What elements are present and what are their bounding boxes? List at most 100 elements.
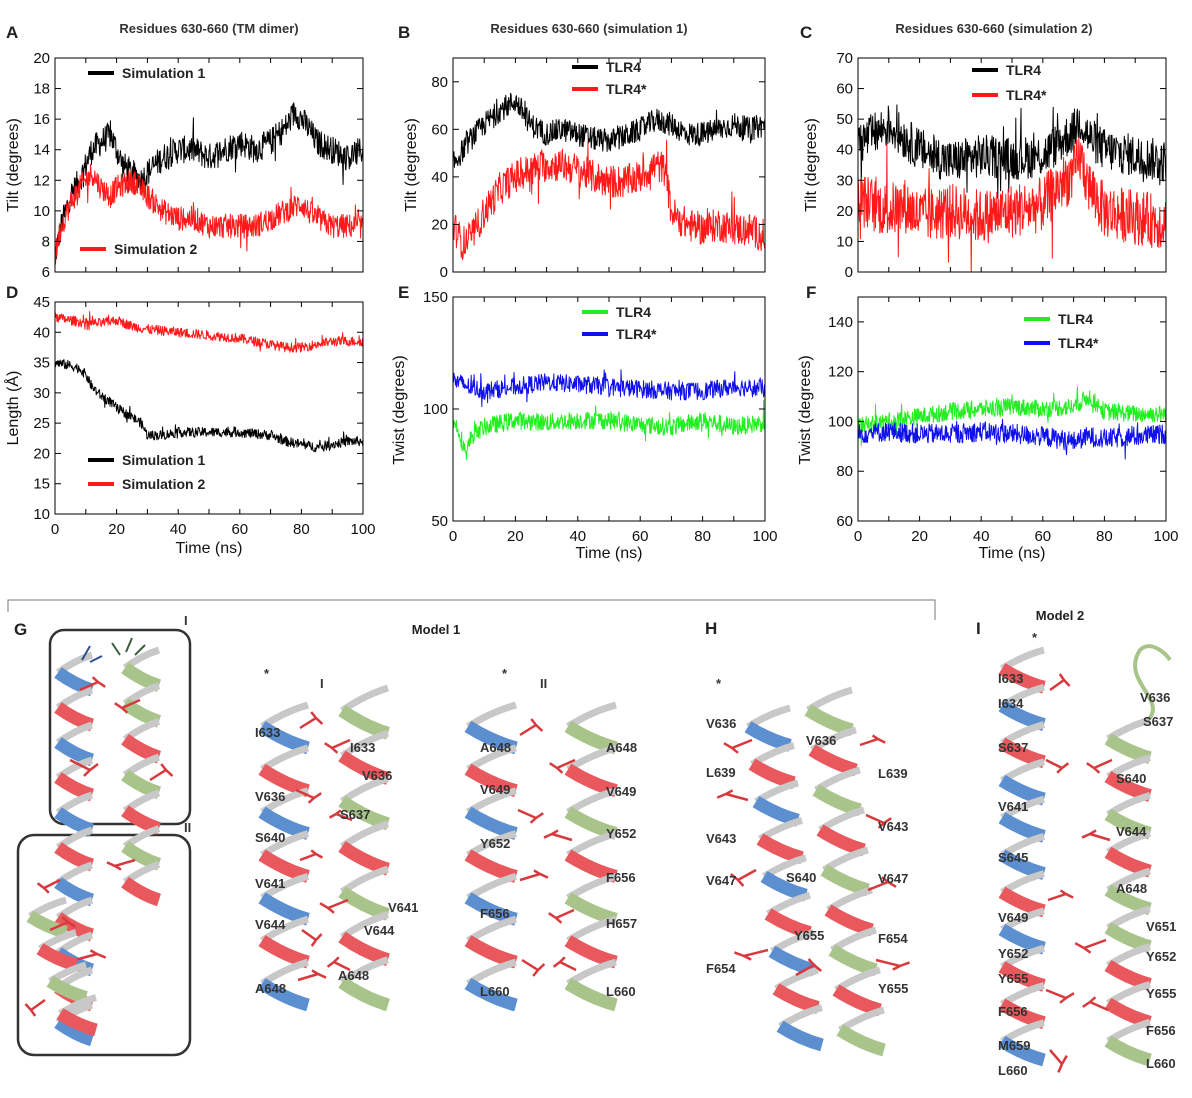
helix-front-ribbon — [56, 1008, 98, 1037]
helix-front-ribbon — [338, 705, 390, 740]
x-axis-label: Time (ns) — [576, 545, 643, 562]
x-tick-label: 40 — [170, 521, 187, 538]
series-line-tlr4- — [858, 137, 1166, 272]
helix-front-ribbon — [564, 935, 618, 969]
helix-ribbon — [998, 644, 1172, 1073]
legend-label: TLR4 — [1006, 62, 1041, 78]
star-marker: * — [264, 666, 270, 681]
side-chain — [1074, 938, 1107, 954]
side-chain — [543, 829, 573, 842]
residue-label: F656 — [1146, 1023, 1176, 1038]
series-line-tlr4 — [453, 92, 765, 168]
residue-label: V636 — [706, 716, 736, 731]
model1: Model 1 * I I633V636S640V641V644A648I633… — [255, 622, 637, 1012]
residue-label: F656 — [480, 906, 510, 921]
side-chain — [74, 949, 107, 962]
series-line-tlr4- — [453, 139, 765, 261]
residue-label: V649 — [606, 784, 636, 799]
helix-back-strand — [340, 820, 390, 850]
plot-area: 0 10 20 30 40 50 60 70 TLR4 TLR4* — [836, 50, 1167, 281]
residue-label: V643 — [706, 831, 736, 846]
residue-label: V636 — [806, 733, 836, 748]
model2-title: Model 2 — [1036, 608, 1084, 623]
side-chain — [1047, 889, 1074, 902]
y-tick-label: 60 — [836, 513, 853, 530]
residue-label: V644 — [364, 923, 395, 938]
helix-ribbon — [716, 686, 911, 1057]
side-chain — [326, 956, 351, 972]
side-chain — [114, 698, 141, 714]
helix-front-ribbon — [121, 662, 162, 692]
panel-label: G — [14, 620, 27, 639]
helix-front-ribbon — [748, 758, 796, 790]
legend-label: TLR4* — [606, 81, 647, 97]
plot-frame — [54, 57, 364, 273]
y-tick-label: 30 — [836, 172, 853, 189]
y-tick-label: 25 — [33, 415, 50, 432]
panel-label: C — [800, 23, 812, 42]
y-tick-label: 50 — [431, 513, 448, 530]
x-tick-label: 60 — [632, 528, 649, 545]
helix-front-ribbon — [36, 943, 78, 972]
y-tick-label: 100 — [828, 413, 853, 430]
side-chain — [1045, 988, 1075, 1004]
legend-label: Simulation 1 — [122, 452, 205, 468]
box-label-I: I — [184, 613, 188, 628]
side-chain — [328, 809, 353, 822]
helix-front-ribbon — [464, 935, 518, 969]
region-label: I — [320, 676, 324, 691]
x-tick-label: 100 — [1153, 528, 1178, 545]
residue-label: A648 — [1116, 881, 1147, 896]
side-chain — [521, 958, 546, 977]
helix-front-ribbon — [756, 833, 804, 865]
panel-D: D Length (Å) Time (ns) 10 15 20 25 30 35 40 45 0… — [3, 283, 376, 557]
series-line-simulation-1 — [55, 359, 363, 453]
helix-front-ribbon — [564, 978, 618, 1012]
y-axis-label: Length (Å) — [3, 371, 22, 446]
x-tick-label: 0 — [51, 521, 59, 538]
helix-front-ribbon — [54, 737, 95, 767]
helix-front-ribbon — [54, 772, 95, 802]
plot-area: 10 15 20 25 30 35 40 45 0 20 40 60 80 100 Simulation 1… — [33, 294, 375, 538]
panel-A: A Residues 630-660 (TM dimer) Tilt (degr… — [5, 21, 364, 281]
side-chain — [111, 637, 146, 656]
y-tick-label: 18 — [33, 81, 50, 98]
chart-title: Residues 630-660 (simulation 1) — [490, 21, 687, 36]
side-chain — [548, 908, 575, 924]
helix-front-ribbon — [1104, 960, 1152, 991]
residue-label: V649 — [480, 782, 510, 797]
residue-label: A648 — [338, 968, 369, 983]
side-chain — [149, 763, 174, 782]
residue-label: S640 — [255, 830, 285, 845]
legend-label: TLR4* — [616, 326, 657, 342]
y-tick-label: 0 — [845, 264, 853, 281]
helix-ribbon — [464, 701, 618, 1012]
residue-label: S637 — [340, 807, 370, 822]
x-tick-label: 80 — [694, 528, 711, 545]
residue-label: V647 — [706, 873, 736, 888]
residue-label: V644 — [1116, 824, 1147, 839]
residue-labels: I633 I634 S637 V641 S645 V649 Y652 Y655 F656 M659… — [998, 671, 1176, 1078]
side-chain — [319, 898, 349, 914]
panel-label: E — [398, 283, 409, 302]
helix-front-ribbon — [54, 807, 95, 837]
series-line-simulation-1 — [55, 102, 363, 260]
helix-front-ribbon — [744, 721, 792, 752]
side-chain — [729, 868, 757, 887]
residue-labels: I633 V636 S640 V641 V644 A648 I633 V636 S637 V641… — [255, 725, 418, 996]
helix-front-ribbon — [804, 704, 854, 737]
y-tick-label: 10 — [836, 233, 853, 250]
residue-label: V644 — [255, 917, 286, 932]
helix-front-ribbon — [121, 876, 162, 907]
y-tick-label: 14 — [33, 142, 50, 159]
y-tick-label: 35 — [33, 355, 50, 372]
legend-label: Simulation 2 — [114, 241, 197, 257]
residue-label: A648 — [255, 981, 286, 996]
helix-front-ribbon — [812, 784, 862, 817]
y-tick-label: 40 — [431, 169, 448, 186]
legend-label: TLR4* — [1058, 335, 1099, 351]
helix-front-ribbon — [338, 841, 390, 876]
legend-label: Simulation 1 — [122, 65, 205, 81]
panel-label: D — [6, 283, 18, 302]
